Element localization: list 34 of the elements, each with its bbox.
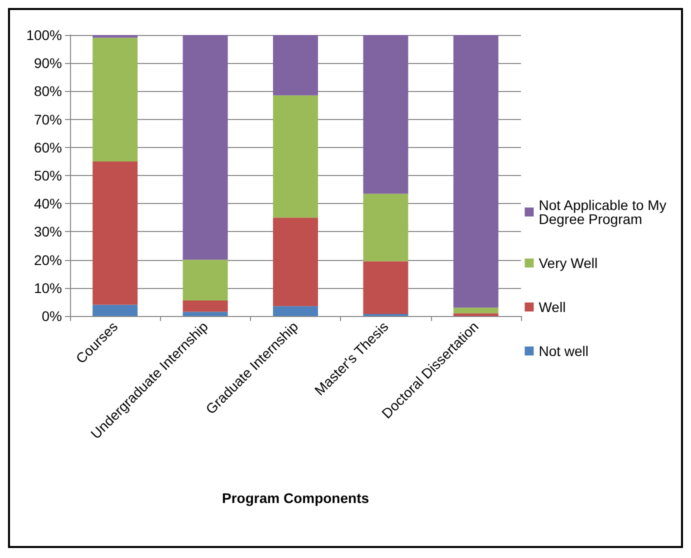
bar bbox=[182, 312, 228, 316]
y-tick-label: 100% bbox=[26, 27, 62, 43]
bar bbox=[363, 35, 408, 194]
bar bbox=[182, 300, 228, 312]
bar bbox=[92, 35, 138, 38]
y-tick-label: 80% bbox=[34, 83, 62, 100]
bar bbox=[273, 35, 318, 96]
bar bbox=[182, 260, 228, 301]
y-tick-label: 20% bbox=[34, 252, 62, 268]
y-tick-label: 10% bbox=[34, 280, 62, 296]
y-tick-label: 70% bbox=[34, 111, 62, 128]
bar bbox=[273, 218, 318, 306]
bar bbox=[363, 194, 408, 262]
y-tick-label: 0% bbox=[42, 308, 62, 324]
bar bbox=[92, 38, 138, 162]
bar bbox=[363, 261, 408, 314]
y-tick-label: 40% bbox=[34, 196, 62, 212]
legend-label: Very Well bbox=[538, 255, 598, 271]
bar bbox=[453, 313, 498, 316]
y-tick-label: 90% bbox=[34, 55, 62, 72]
y-tick-label: 50% bbox=[34, 168, 62, 184]
bar bbox=[92, 161, 138, 305]
bar bbox=[453, 35, 498, 308]
y-tick-label: 30% bbox=[34, 224, 62, 240]
bar bbox=[182, 35, 228, 260]
y-tick-label: 60% bbox=[34, 139, 62, 156]
bar bbox=[273, 306, 318, 316]
legend-label: Not Applicable to My Degree Program bbox=[538, 197, 670, 227]
legend-label: Not well bbox=[538, 343, 589, 359]
bar bbox=[92, 304, 138, 316]
bar bbox=[453, 308, 498, 314]
legend-label: Well bbox=[538, 299, 566, 315]
bar bbox=[273, 95, 318, 218]
x-axis-title: Program Components bbox=[222, 490, 370, 506]
